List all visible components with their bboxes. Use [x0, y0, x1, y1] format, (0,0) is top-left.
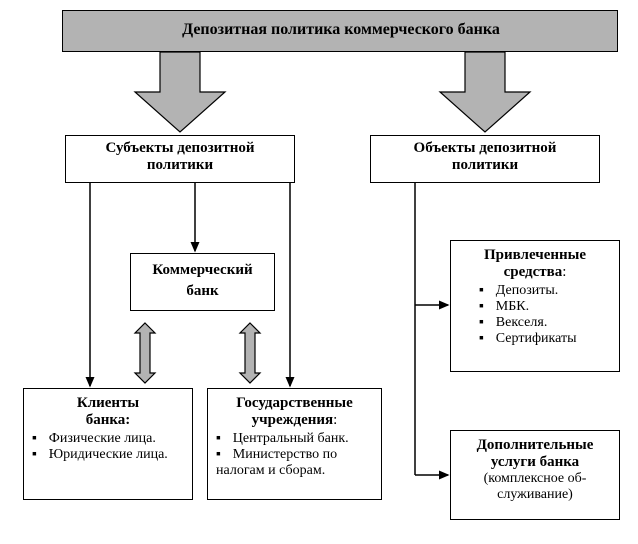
services-line1: Дополнительные	[451, 437, 619, 454]
attracted-item: Векселя.	[479, 315, 609, 331]
services-line4: служивание)	[451, 487, 619, 503]
attracted-item: Депозиты.	[479, 283, 609, 299]
clients-title: Клиенты	[32, 395, 184, 412]
clients-list: Физические лица. Юридические лица.	[32, 431, 184, 463]
big-arrow-right	[440, 52, 530, 132]
gov-item: Центральный банк.	[216, 431, 373, 447]
commbank-line1: Коммерческий	[131, 262, 274, 279]
subjects-line1: Субъекты депозитной	[66, 140, 294, 157]
services-line2: услуги банка	[451, 454, 619, 471]
services-line3: (комплексное об-	[451, 471, 619, 487]
commbank-box: Коммерческий банк	[130, 253, 275, 311]
header-title: Депозитная политика коммерческого банка	[63, 21, 619, 39]
attracted-item: Сертификаты	[479, 331, 609, 347]
gov-box: Государственные учреждения: Центральный …	[207, 388, 382, 500]
subjects-box: Субъекты депозитной политики	[65, 135, 295, 183]
clients-item: Юридические лица.	[32, 447, 184, 463]
attracted-list: Депозиты. МБК. Векселя. Сертификаты	[461, 283, 609, 347]
attracted-title2-wrap: средства:	[461, 264, 609, 281]
header-box: Депозитная политика коммерческого банка	[62, 10, 618, 52]
big-arrow-left	[135, 52, 225, 132]
attracted-box: Привлеченные средства: Депозиты. МБК. Ве…	[450, 240, 620, 372]
commbank-line2: банк	[131, 283, 274, 300]
clients-box: Клиенты банка: Физические лица. Юридичес…	[23, 388, 193, 500]
objects-line1: Объекты депозитной	[371, 140, 599, 157]
gov-title: Государственные	[236, 395, 353, 411]
objects-box: Объекты депозитной политики	[370, 135, 600, 183]
services-box: Дополнительные услуги банка (комплексное…	[450, 430, 620, 520]
gov-item: Министерство по налогам и сборам.	[216, 447, 373, 479]
attracted-title2: средства	[504, 264, 563, 280]
gov-list: Центральный банк. Министерство по налога…	[216, 431, 373, 479]
attracted-title: Привлеченные	[461, 247, 609, 264]
objects-line2: политики	[371, 157, 599, 174]
clients-item: Физические лица.	[32, 431, 184, 447]
gov-title2-wrap: учреждения:	[216, 412, 373, 429]
attracted-item: МБК.	[479, 299, 609, 315]
clients-title2: банка:	[32, 412, 184, 429]
gov-title2: учреждения	[252, 412, 333, 428]
subjects-line2: политики	[66, 157, 294, 174]
gov-title-wrap: Государственные	[216, 395, 373, 412]
